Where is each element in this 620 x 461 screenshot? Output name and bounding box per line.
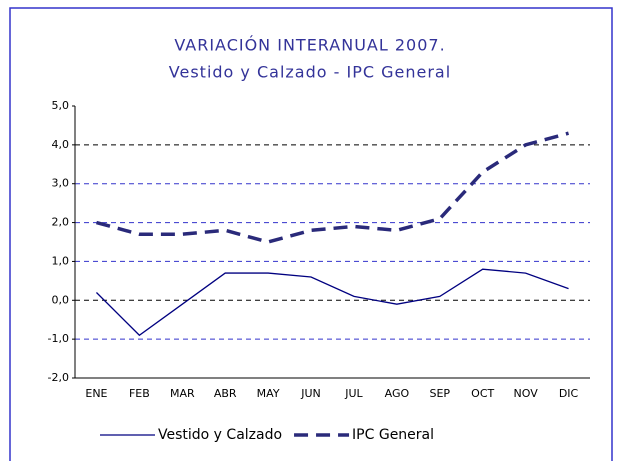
legend-label: Vestido y Calzado	[158, 427, 282, 443]
y-tick-label: 5,0	[52, 99, 70, 112]
x-tick-label: DIC	[559, 387, 579, 400]
x-tick-label: FEB	[129, 387, 150, 400]
x-tick-label: SEP	[430, 387, 451, 400]
x-tick-label: AGO	[385, 387, 410, 400]
y-tick-label: 2,0	[52, 216, 70, 229]
y-tick-label: 4,0	[52, 138, 70, 151]
x-tick-label: MAY	[257, 387, 280, 400]
frame	[9, 7, 613, 461]
x-tick-label: JUL	[344, 387, 363, 400]
x-tick-label: ABR	[214, 387, 237, 400]
series-line	[95, 268, 569, 337]
series-line	[95, 131, 570, 244]
y-tick-label: 0,0	[52, 293, 70, 306]
chart-title: VARIACIÓN INTERANUAL 2007.	[174, 36, 445, 55]
y-tick-label: -1,0	[48, 332, 69, 345]
x-tick-label: ENE	[85, 387, 107, 400]
chart-subtitle: Vestido y Calzado - IPC General	[169, 63, 451, 82]
y-tick-label: 1,0	[52, 254, 70, 267]
x-tick-label: JUN	[300, 387, 321, 400]
x-tick-label: MAR	[170, 387, 195, 400]
x-tick-label: NOV	[514, 387, 539, 400]
x-tick-label: OCT	[471, 387, 494, 400]
legend-label: IPC General	[352, 427, 434, 443]
y-tick-label: -2,0	[48, 371, 69, 384]
y-tick-label: 3,0	[52, 177, 70, 190]
